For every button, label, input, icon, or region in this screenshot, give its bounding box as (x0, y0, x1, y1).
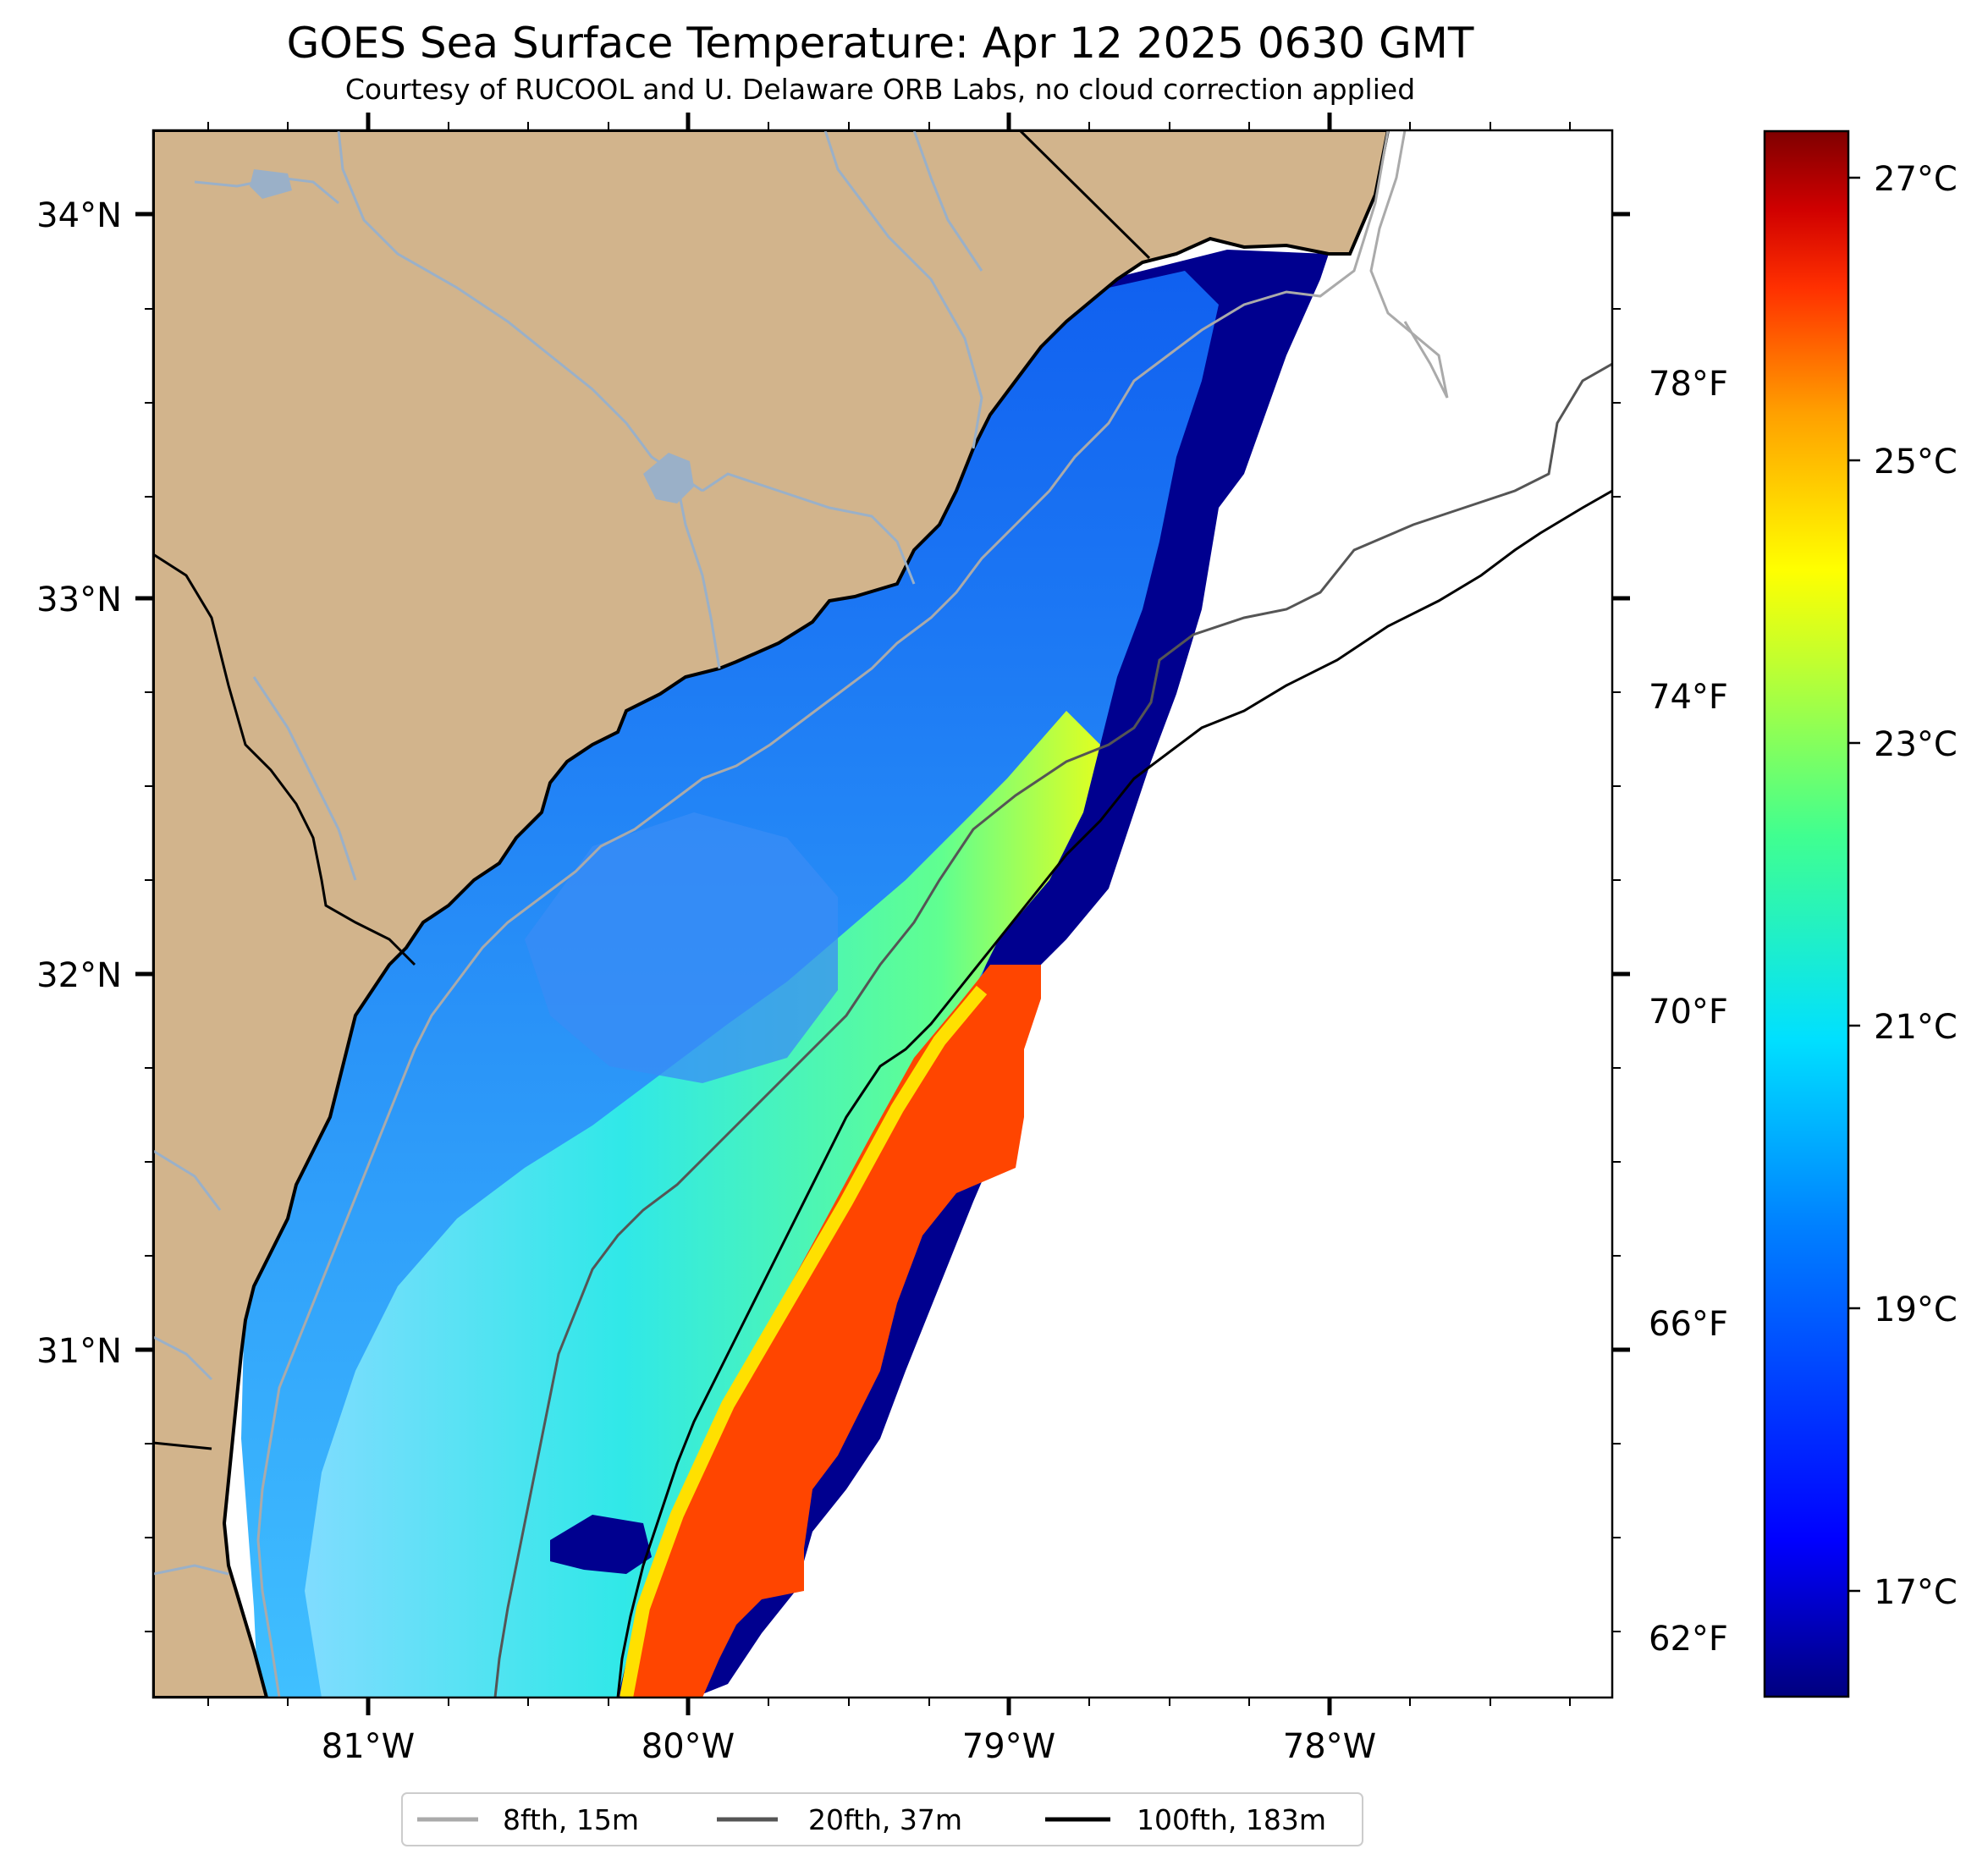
longitude-ticks-bottom (207, 1698, 1571, 1715)
legend-label-8fth: 8fth, 15m (503, 1803, 639, 1836)
lat-label-34n: 34°N (36, 196, 122, 235)
chart-subtitle: Courtesy of RUCOOL and U. Delaware ORB L… (344, 73, 1416, 106)
map-frame (151, 129, 1614, 1699)
isobath-20fth-37m (493, 362, 1612, 1698)
latitude-ticks-left (135, 212, 153, 1632)
isobath-100fth-183m (616, 489, 1612, 1698)
lat-label-33n: 33°N (36, 581, 122, 619)
f-label-66: 66°F (1649, 1305, 1728, 1344)
sst-gulf-stream-warm-core (622, 965, 1041, 1698)
sst-mid-shelf-cool-patch (525, 812, 838, 1083)
f-label-62: 62°F (1649, 1620, 1728, 1659)
land-mass (153, 130, 1390, 1698)
legend-label-20fth: 20fth, 37m (808, 1803, 962, 1836)
f-label-74: 74°F (1649, 678, 1728, 717)
lon-label-80w: 80°W (642, 1727, 735, 1766)
rivers (153, 130, 983, 1576)
colorbar-labels: 27°C 25°C 23°C 21°C 19°C 17°C (1874, 160, 1958, 1612)
cb-label-21c: 21°C (1874, 1008, 1958, 1047)
sst-cold-filament (550, 1515, 652, 1574)
legend-label-100fth: 100fth, 183m (1137, 1803, 1326, 1836)
f-label-70: 70°F (1649, 993, 1728, 1032)
lon-label-78w: 78°W (1283, 1727, 1376, 1766)
sst-shelf-warming (305, 711, 1100, 1698)
lon-label-79w: 79°W (962, 1727, 1055, 1766)
isobath-8fth-15m (256, 130, 1390, 1698)
cb-label-19c: 19°C (1874, 1290, 1958, 1329)
chart-title: GOES Sea Surface Temperature: Apr 12 202… (286, 19, 1474, 68)
state-border-nc-sc (1018, 130, 1151, 260)
sst-gulf-stream-front (620, 985, 988, 1698)
cb-label-17c: 17°C (1874, 1573, 1958, 1612)
legend-box (401, 1792, 1363, 1846)
lake-moultrie (250, 169, 292, 199)
cb-label-23c: 23°C (1874, 725, 1958, 764)
latitude-ticks-right (1612, 212, 1630, 1632)
fahrenheit-labels: 78°F 74°F 70°F 66°F 62°F (1649, 365, 1728, 1659)
cb-label-25c: 25°C (1874, 443, 1958, 482)
colorbar-ticks (1848, 176, 1860, 1593)
lat-label-32n: 32°N (36, 956, 122, 995)
legend: 8fth, 15m 20fth, 37m 100fth, 183m (401, 1792, 1363, 1846)
longitude-ticks-top (207, 113, 1571, 130)
map-area (153, 130, 1612, 1698)
f-label-78: 78°F (1649, 365, 1728, 404)
state-border-sc-ga (153, 553, 416, 966)
state-border-ga-fl (153, 1441, 212, 1450)
latitude-labels: 34°N 33°N 32°N 31°N (36, 196, 122, 1371)
lake-marion (643, 453, 694, 504)
isobath-8fth-offshore-loop (1369, 130, 1449, 399)
colorbar (1763, 129, 1850, 1698)
longitude-labels: 81°W 80°W 79°W 78°W (322, 1727, 1376, 1766)
lon-label-81w: 81°W (322, 1727, 415, 1766)
cb-label-27c: 27°C (1874, 160, 1958, 199)
lat-label-31n: 31°N (36, 1332, 122, 1371)
